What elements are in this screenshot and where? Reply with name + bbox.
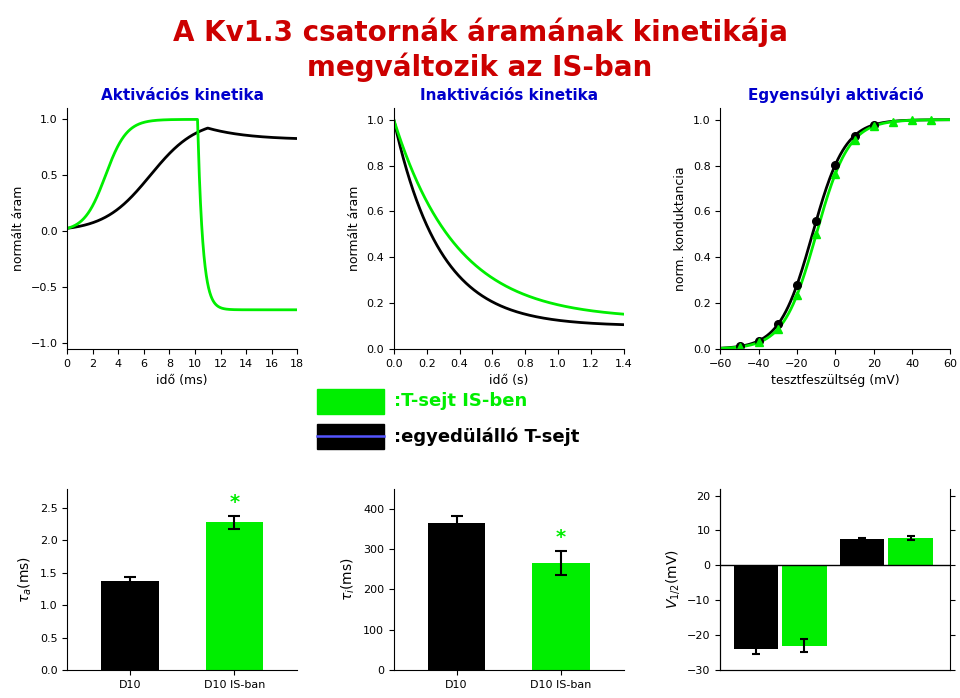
Text: :T-sejt IS-ben: :T-sejt IS-ben <box>394 392 527 410</box>
Text: megváltozik az IS-ban: megváltozik az IS-ban <box>307 52 653 82</box>
Y-axis label: normált áram: normált áram <box>348 186 361 272</box>
Y-axis label: $V_{1/2}$(mV): $V_{1/2}$(mV) <box>663 549 682 609</box>
Y-axis label: norm. konduktancia: norm. konduktancia <box>674 166 687 291</box>
Bar <box>782 565 827 646</box>
X-axis label: idő (ms): idő (ms) <box>156 374 208 387</box>
Bar <box>888 538 933 565</box>
Text: :egyedülálló T-sejt: :egyedülálló T-sejt <box>394 427 579 445</box>
Title: Inaktivációs kinetika: Inaktivációs kinetika <box>420 88 598 103</box>
Y-axis label: normált áram: normált áram <box>12 186 25 272</box>
Bar <box>101 581 158 670</box>
Y-axis label: $\tau_a$(ms): $\tau_a$(ms) <box>16 556 35 603</box>
Bar <box>428 523 485 670</box>
X-axis label: tesztfeszültség (mV): tesztfeszültség (mV) <box>771 374 900 387</box>
Title: Aktivációs kinetika: Aktivációs kinetika <box>101 88 264 103</box>
Y-axis label: $\tau_i$(ms): $\tau_i$(ms) <box>340 558 357 601</box>
Text: *: * <box>556 528 566 547</box>
Bar <box>733 565 778 649</box>
Bar <box>205 522 263 670</box>
Text: *: * <box>229 493 240 512</box>
Bar <box>533 563 589 670</box>
Bar <box>840 539 884 565</box>
X-axis label: idő (s): idő (s) <box>489 374 529 387</box>
Text: A Kv1.3 csatornák áramának kinetikája: A Kv1.3 csatornák áramának kinetikája <box>173 17 787 47</box>
Title: Egyensúlyi aktiváció: Egyensúlyi aktiváció <box>748 87 924 103</box>
